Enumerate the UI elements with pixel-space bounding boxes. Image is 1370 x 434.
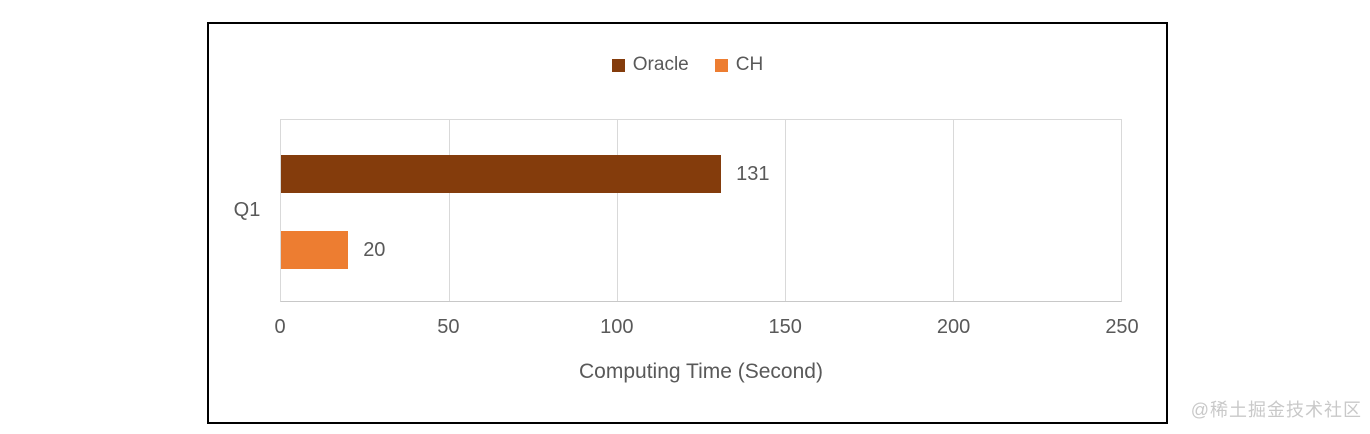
bar-chart: Oracle CH 131 20 Q1 0 50 (207, 22, 1168, 424)
x-tick-50: 50 (437, 316, 460, 338)
x-tick-150: 150 (768, 316, 802, 338)
chart-legend: Oracle CH (209, 54, 1166, 76)
y-axis-category-label: Q1 (233, 199, 261, 221)
oracle-bar[interactable] (281, 155, 722, 193)
bar-row-ch: 20 (281, 231, 1121, 269)
x-tick-200: 200 (936, 316, 971, 338)
x-axis-title: Computing Time (Second) (579, 360, 823, 383)
ch-legend-swatch-icon (714, 58, 728, 72)
oracle-bar-value-label: 131 (736, 162, 770, 185)
plot-area: 131 20 (280, 119, 1122, 302)
oracle-legend-swatch-icon (611, 58, 625, 72)
legend-item-oracle[interactable]: Oracle (611, 54, 689, 76)
x-tick-250: 250 (1105, 316, 1139, 338)
legend-label-ch: CH (735, 54, 764, 75)
bar-row-oracle: 131 (281, 155, 1121, 193)
ch-bar-value-label: 20 (363, 238, 386, 261)
gridline-150 (785, 120, 786, 301)
x-axis-tick-labels: 0 50 100 150 200 250 (274, 316, 1138, 342)
watermark: @稀土掘金技术社区 (1190, 400, 1362, 420)
x-tick-0: 0 (274, 316, 286, 338)
gridline-200 (953, 120, 954, 301)
ch-bar[interactable] (281, 231, 349, 269)
legend-label-oracle: Oracle (632, 54, 689, 75)
x-tick-100: 100 (600, 316, 634, 338)
legend-item-ch[interactable]: CH (714, 54, 764, 76)
gridline-100 (617, 120, 618, 301)
gridline-50 (449, 120, 450, 301)
